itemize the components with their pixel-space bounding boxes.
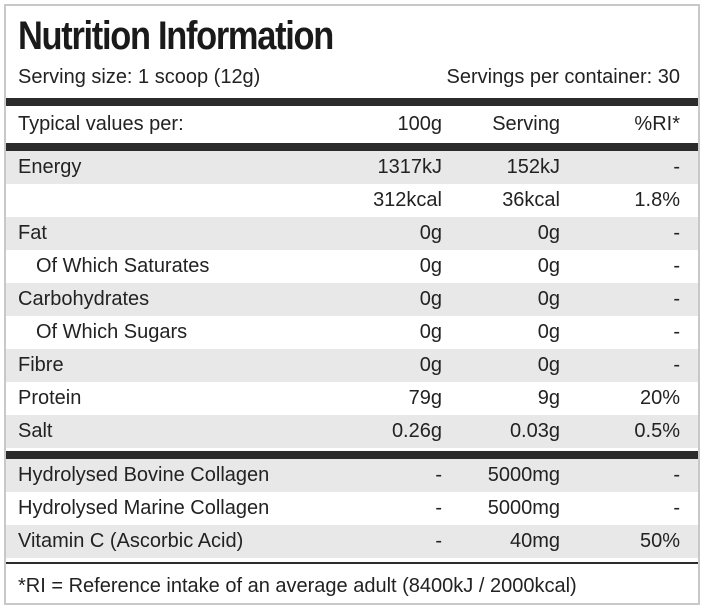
header-label: Typical values per:: [18, 113, 184, 135]
ingredient-name: Hydrolysed Bovine Collagen: [18, 464, 270, 486]
value-per-100g: 1317kJ: [377, 156, 443, 178]
value-per-100g: 0.26g: [391, 420, 442, 442]
table-row: Vitamin C (Ascorbic Acid) - 40mg 50%: [6, 525, 698, 558]
value-ri: 50%: [639, 530, 680, 552]
value-per-serving: 0.03g: [509, 420, 560, 442]
value-per-100g: 312kcal: [373, 189, 442, 211]
value-per-serving: 152kJ: [506, 156, 560, 178]
serving-size: Serving size: 1 scoop (12g): [18, 66, 261, 88]
table-row: Protein 79g 9g 20%: [6, 382, 698, 415]
value-ri: -: [673, 321, 680, 343]
value-per-serving: 0g: [537, 222, 560, 244]
table-row: Fat 0g 0g -: [6, 217, 698, 250]
value-per-100g: -: [435, 464, 442, 486]
nutrient-name: Of Which Saturates: [36, 255, 210, 277]
value-ri: 1.8%: [634, 189, 680, 211]
header-per-serving: Serving: [492, 113, 560, 135]
value-ri: -: [673, 288, 680, 310]
value-per-serving: 0g: [537, 255, 560, 277]
nutrient-name: Fibre: [18, 354, 64, 376]
nutrient-name: Energy: [18, 156, 82, 178]
value-ri: 0.5%: [634, 420, 680, 442]
value-per-serving: 0g: [537, 321, 560, 343]
value-per-serving: 36kcal: [502, 189, 560, 211]
page-title: Nutrition Information: [18, 14, 334, 58]
table-row: Hydrolysed Marine Collagen - 5000mg -: [6, 492, 698, 525]
value-ri: -: [673, 464, 680, 486]
rule-top: [6, 98, 698, 106]
value-per-serving: 5000mg: [487, 497, 560, 519]
value-per-serving: 0g: [537, 288, 560, 310]
value-ri: -: [673, 255, 680, 277]
value-per-100g: 0g: [419, 255, 442, 277]
table-row: Salt 0.26g 0.03g 0.5%: [6, 415, 698, 448]
nutrition-panel: Nutrition Information Serving size: 1 sc…: [4, 4, 700, 605]
value-per-serving: 5000mg: [487, 464, 560, 486]
nutrient-name: Protein: [18, 387, 82, 409]
rule-header: [6, 143, 698, 151]
value-per-serving: 0g: [537, 354, 560, 376]
value-ri: -: [673, 156, 680, 178]
table-header: Typical values per: 100g Serving %RI*: [6, 108, 698, 141]
ingredient-name: Hydrolysed Marine Collagen: [18, 497, 270, 519]
nutrient-name: Of Which Sugars: [36, 321, 188, 343]
nutrient-name: Fat: [18, 222, 47, 244]
value-ri: 20%: [639, 387, 680, 409]
rule-section: [6, 451, 698, 459]
table-row: Of Which Sugars 0g 0g -: [6, 316, 698, 349]
nutrient-name: Salt: [18, 420, 53, 442]
table-row: 312kcal 36kcal 1.8%: [6, 184, 698, 217]
serving-info: Serving size: 1 scoop (12g) Servings per…: [18, 62, 680, 92]
value-per-100g: 79g: [408, 387, 442, 409]
table-row: Carbohydrates 0g 0g -: [6, 283, 698, 316]
header-per-100g: 100g: [397, 113, 443, 135]
nutrient-name: Carbohydrates: [18, 288, 150, 310]
header-ri: %RI*: [634, 113, 680, 135]
value-per-100g: -: [435, 497, 442, 519]
table-row: Energy 1317kJ 152kJ -: [6, 151, 698, 184]
value-per-100g: -: [435, 530, 442, 552]
value-per-serving: 9g: [537, 387, 560, 409]
table-row: Hydrolysed Bovine Collagen - 5000mg -: [6, 459, 698, 492]
value-per-100g: 0g: [419, 222, 442, 244]
table-row: Of Which Saturates 0g 0g -: [6, 250, 698, 283]
value-per-100g: 0g: [419, 354, 442, 376]
ingredient-name: Vitamin C (Ascorbic Acid): [18, 530, 244, 552]
servings-per-container: Servings per container: 30: [446, 66, 680, 88]
value-per-100g: 0g: [419, 321, 442, 343]
value-ri: -: [673, 354, 680, 376]
value-ri: -: [673, 222, 680, 244]
value-ri: -: [673, 497, 680, 519]
table-row: Fibre 0g 0g -: [6, 349, 698, 382]
rule-bottom: [6, 562, 698, 564]
footnote: *RI = Reference intake of an average adu…: [18, 575, 577, 597]
value-per-100g: 0g: [419, 288, 442, 310]
value-per-serving: 40mg: [509, 530, 560, 552]
